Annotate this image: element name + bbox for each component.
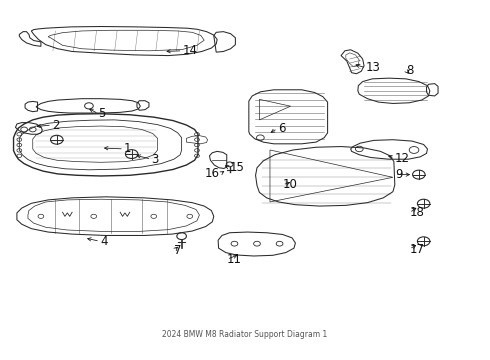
Text: 14: 14	[183, 44, 197, 57]
Text: 5: 5	[98, 107, 106, 120]
Text: 18: 18	[409, 206, 424, 219]
Text: 17: 17	[409, 243, 424, 256]
Text: 12: 12	[395, 152, 410, 165]
Text: 4: 4	[100, 235, 107, 248]
Text: 2024 BMW M8 Radiator Support Diagram 1: 2024 BMW M8 Radiator Support Diagram 1	[162, 330, 328, 339]
Text: 7: 7	[174, 244, 181, 257]
Text: 13: 13	[366, 62, 381, 75]
Text: 1: 1	[124, 143, 131, 156]
Text: 2: 2	[52, 118, 59, 131]
Text: 8: 8	[406, 64, 413, 77]
Text: 15: 15	[230, 161, 245, 174]
Text: 3: 3	[151, 153, 159, 166]
Text: 10: 10	[282, 178, 297, 192]
Text: 6: 6	[278, 122, 285, 135]
Text: 11: 11	[227, 253, 242, 266]
Text: 9: 9	[395, 168, 402, 181]
Text: 16: 16	[205, 167, 220, 180]
